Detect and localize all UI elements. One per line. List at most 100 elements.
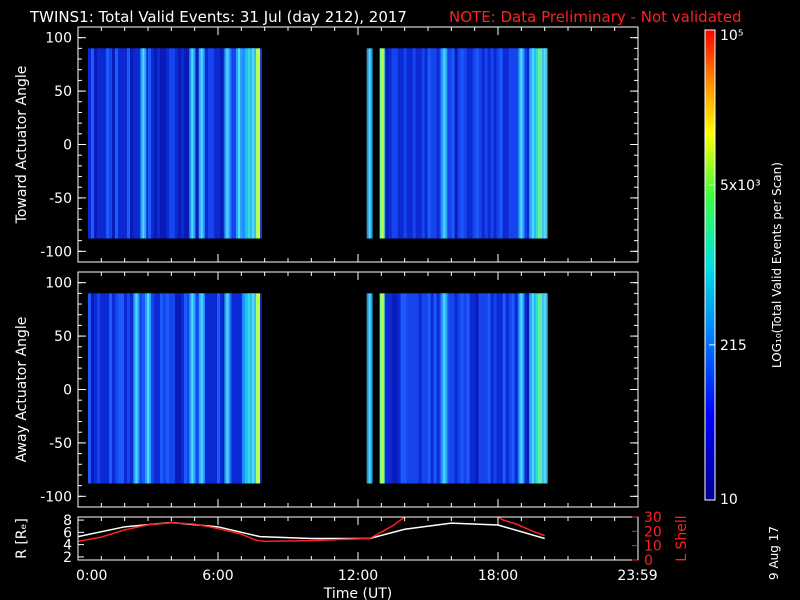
texture-stripe bbox=[145, 48, 148, 239]
texture-stripe bbox=[400, 48, 404, 239]
texture-stripe bbox=[232, 293, 235, 484]
segment-left-edge bbox=[379, 293, 385, 484]
texture-stripe bbox=[481, 48, 485, 239]
texture-stripe bbox=[178, 293, 181, 484]
texture-stripe bbox=[472, 293, 476, 484]
bright-column-core bbox=[226, 293, 229, 484]
texture-stripe bbox=[211, 48, 214, 239]
texture-stripe bbox=[196, 293, 199, 484]
texture-stripe bbox=[91, 293, 94, 484]
texture-stripe bbox=[394, 48, 398, 239]
bright-column-core bbox=[520, 293, 523, 484]
texture-stripe bbox=[103, 48, 106, 239]
texture-stripe bbox=[511, 48, 515, 239]
texture-stripe bbox=[184, 48, 187, 239]
texture-stripe bbox=[415, 293, 419, 484]
texture-stripe bbox=[418, 293, 422, 484]
bright-column-core bbox=[368, 48, 371, 239]
texture-stripe bbox=[112, 48, 115, 239]
texture-stripe bbox=[424, 293, 428, 484]
y-left-tick-label: 8 bbox=[63, 513, 72, 529]
chart-title: TWINS1: Total Valid Events: 31 Jul (day … bbox=[29, 8, 407, 26]
colorbar-scale bbox=[704, 29, 716, 501]
texture-stripe bbox=[166, 48, 169, 239]
texture-stripe bbox=[496, 293, 500, 484]
bright-column-core bbox=[252, 293, 254, 484]
texture-stripe bbox=[97, 293, 100, 484]
texture-stripe bbox=[508, 293, 512, 484]
texture-stripe bbox=[136, 48, 139, 239]
texture-stripe bbox=[394, 293, 398, 484]
texture-stripe bbox=[484, 48, 488, 239]
texture-stripe bbox=[175, 293, 178, 484]
y-tick-label: -100 bbox=[40, 489, 72, 505]
orbit-series-line bbox=[77, 516, 406, 543]
texture-stripe bbox=[415, 48, 419, 239]
texture-stripe bbox=[484, 293, 488, 484]
texture-stripe bbox=[451, 293, 455, 484]
texture-stripe bbox=[217, 293, 220, 484]
texture-stripe bbox=[424, 48, 428, 239]
data-note: NOTE: Data Preliminary - Not validated bbox=[449, 8, 742, 26]
texture-stripe bbox=[457, 48, 461, 239]
texture-stripe bbox=[97, 48, 100, 239]
colorbar: LOG₁₀(Total Valid Events per Scan) 10 215… bbox=[704, 28, 784, 508]
texture-stripe bbox=[109, 293, 112, 484]
texture-stripe bbox=[196, 48, 199, 239]
texture-stripe bbox=[157, 293, 160, 484]
bright-column-core bbox=[238, 48, 240, 239]
texture-stripe bbox=[397, 48, 401, 239]
texture-stripe bbox=[511, 293, 515, 484]
texture-stripe bbox=[124, 293, 127, 484]
texture-stripe bbox=[172, 293, 175, 484]
texture-stripe bbox=[430, 48, 434, 239]
edge-gradient bbox=[538, 48, 541, 239]
texture-stripe bbox=[130, 293, 133, 484]
segment-left-edge bbox=[379, 48, 385, 239]
bright-column-core bbox=[543, 293, 546, 484]
texture-stripe bbox=[166, 293, 169, 484]
texture-stripe bbox=[457, 293, 461, 484]
texture-stripe bbox=[412, 48, 416, 239]
y-right-axis-label: L Shell bbox=[674, 515, 690, 561]
texture-stripe bbox=[184, 293, 187, 484]
texture-stripe bbox=[142, 293, 145, 484]
x-tick-label: 18:00 bbox=[478, 568, 518, 584]
bright-column-core bbox=[532, 48, 534, 239]
texture-stripe bbox=[454, 48, 458, 239]
bright-column-core bbox=[252, 48, 254, 239]
bright-column-core bbox=[191, 48, 194, 239]
texture-stripe bbox=[235, 293, 238, 484]
texture-stripe bbox=[388, 48, 392, 239]
texture-stripe bbox=[514, 48, 518, 239]
colorbar-tick-label: 215 bbox=[720, 338, 747, 354]
y-left-tick-label: 4 bbox=[63, 538, 72, 554]
texture-stripe bbox=[163, 48, 166, 239]
y-axis-label: Away Actuator Angle bbox=[14, 317, 30, 463]
texture-stripe bbox=[187, 48, 190, 239]
texture-stripe bbox=[433, 48, 437, 239]
bright-column-core bbox=[443, 48, 446, 239]
texture-stripe bbox=[472, 48, 476, 239]
texture-stripe bbox=[496, 48, 500, 239]
bright-column-core bbox=[226, 48, 229, 239]
texture-stripe bbox=[160, 48, 163, 239]
texture-stripe bbox=[502, 293, 506, 484]
y-right-tick-label: 0 bbox=[644, 553, 653, 569]
bright-column-core bbox=[368, 293, 371, 484]
y-tick-label: 0 bbox=[63, 383, 72, 399]
texture-stripe bbox=[490, 293, 494, 484]
texture-stripe bbox=[526, 293, 530, 484]
texture-stripe bbox=[448, 293, 452, 484]
texture-stripe bbox=[523, 293, 527, 484]
edge-gradient bbox=[257, 293, 260, 484]
texture-stripe bbox=[475, 48, 479, 239]
edge-gradient bbox=[535, 293, 538, 484]
texture-stripe bbox=[466, 48, 470, 239]
texture-stripe bbox=[160, 293, 163, 484]
texture-stripe bbox=[151, 48, 154, 239]
texture-stripe bbox=[154, 48, 157, 239]
texture-stripe bbox=[121, 293, 124, 484]
